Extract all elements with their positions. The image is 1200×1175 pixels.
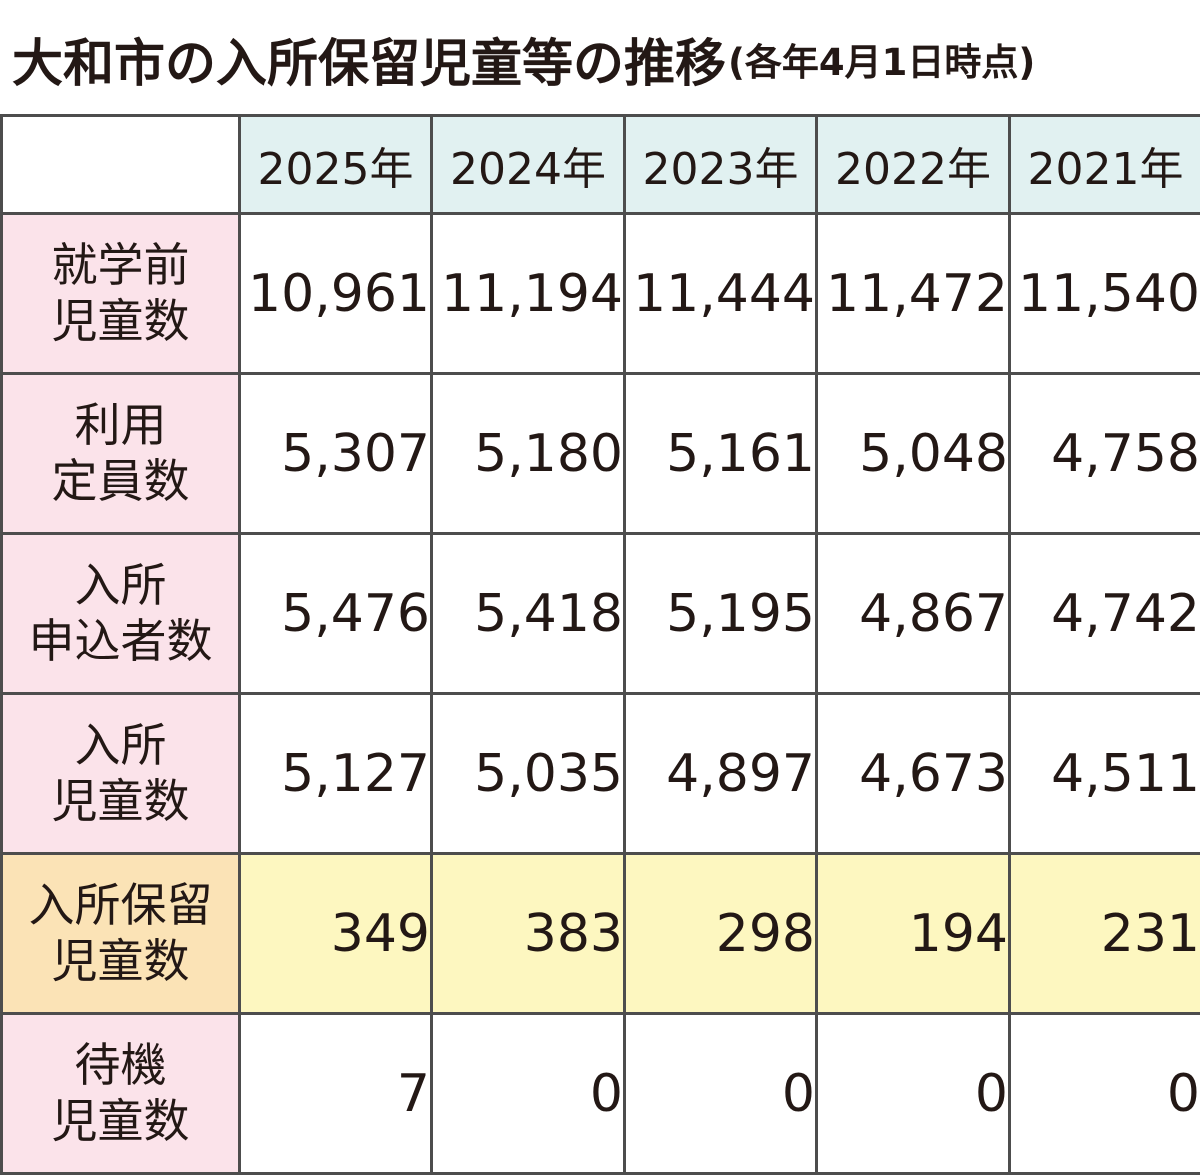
- column-header: 2021年: [1010, 116, 1200, 214]
- value-cell: 5,127: [240, 694, 432, 854]
- value-cell: 194: [817, 854, 1010, 1014]
- row-label: 就学前児童数: [2, 214, 240, 374]
- value-cell: 349: [240, 854, 432, 1014]
- row-label-line: 待機: [3, 1038, 238, 1093]
- row-label: 待機児童数: [2, 1014, 240, 1174]
- value-cell: 11,444: [625, 214, 817, 374]
- row-label-line: 就学前: [3, 238, 238, 293]
- row-label-line: 定員数: [3, 454, 238, 509]
- value-cell: 11,472: [817, 214, 1010, 374]
- value-cell: 0: [625, 1014, 817, 1174]
- chart-title-block: 大和市の入所保留児童等の推移 (各年4月1日時点): [12, 14, 1035, 104]
- value-cell: 5,418: [432, 534, 625, 694]
- value-cell: 5,195: [625, 534, 817, 694]
- value-cell: 4,673: [817, 694, 1010, 854]
- value-cell: 5,180: [432, 374, 625, 534]
- row-label-line: 入所: [3, 718, 238, 773]
- value-cell: 5,048: [817, 374, 1010, 534]
- column-header: 2024年: [432, 116, 625, 214]
- row-label: 利用定員数: [2, 374, 240, 534]
- value-cell: 11,194: [432, 214, 625, 374]
- value-cell: 10,961: [240, 214, 432, 374]
- row-label-line: 児童数: [3, 294, 238, 349]
- value-cell: 4,511: [1010, 694, 1200, 854]
- value-cell: 0: [1010, 1014, 1200, 1174]
- value-cell: 11,540: [1010, 214, 1200, 374]
- value-cell: 5,035: [432, 694, 625, 854]
- value-cell: 383: [432, 854, 625, 1014]
- row-label: 入所児童数: [2, 694, 240, 854]
- row-label: 入所保留児童数: [2, 854, 240, 1014]
- row-label-line: 児童数: [3, 774, 238, 829]
- value-cell: 4,867: [817, 534, 1010, 694]
- row-label: 入所申込者数: [2, 534, 240, 694]
- value-cell: 231: [1010, 854, 1200, 1014]
- header-row: 2025年 2024年 2023年 2022年 2021年: [2, 116, 1200, 214]
- row-label-line: 児童数: [3, 1094, 238, 1149]
- value-cell: 5,161: [625, 374, 817, 534]
- column-header: 2022年: [817, 116, 1010, 214]
- row-label-line: 入所保留: [3, 878, 238, 933]
- value-cell: 5,307: [240, 374, 432, 534]
- value-cell: 4,742: [1010, 534, 1200, 694]
- chart-subtitle: (各年4月1日時点): [728, 32, 1035, 86]
- row-label-line: 申込者数: [3, 614, 238, 669]
- value-cell: 0: [432, 1014, 625, 1174]
- row-label-line: 入所: [3, 558, 238, 613]
- column-header: 2025年: [240, 116, 432, 214]
- value-cell: 5,476: [240, 534, 432, 694]
- column-header: 2023年: [625, 116, 817, 214]
- chart-title: 大和市の入所保留児童等の推移: [12, 22, 726, 96]
- value-cell: 298: [625, 854, 817, 1014]
- value-cell: 7: [240, 1014, 432, 1174]
- corner-cell: [2, 116, 240, 214]
- value-cell: 0: [817, 1014, 1010, 1174]
- value-cell: 4,897: [625, 694, 817, 854]
- value-cell: 4,758: [1010, 374, 1200, 534]
- row-label-line: 利用: [3, 398, 238, 453]
- row-label-line: 児童数: [3, 934, 238, 989]
